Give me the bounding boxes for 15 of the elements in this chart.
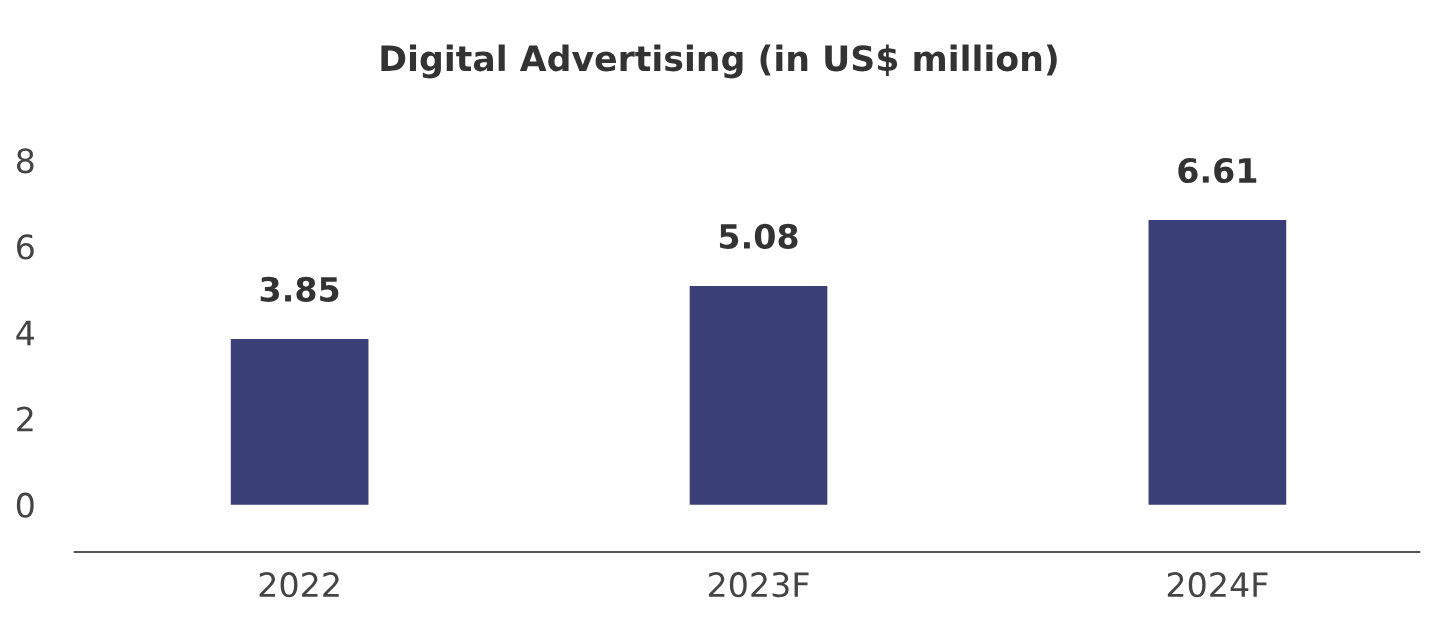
- data-label: 5.08: [719, 223, 798, 249]
- x-tick-label: 2022: [259, 572, 339, 598]
- x-tick-label: 2024F: [1167, 572, 1268, 598]
- bar: [230, 338, 369, 505]
- y-tick-label: 6: [17, 234, 34, 260]
- y-tick-label: 4: [16, 320, 35, 346]
- y-tick-label: 8: [16, 148, 34, 174]
- bar: [689, 285, 828, 505]
- data-label: 3.85: [260, 276, 339, 302]
- data-label: 6.61: [1178, 157, 1257, 184]
- chart-title: Digital Advertising (in US$ million): [381, 44, 1057, 79]
- x-tick-label: 2023F: [708, 572, 809, 598]
- y-tick-label: 2: [17, 406, 33, 432]
- bar: [1148, 220, 1287, 505]
- y-tick-label: 0: [16, 492, 34, 518]
